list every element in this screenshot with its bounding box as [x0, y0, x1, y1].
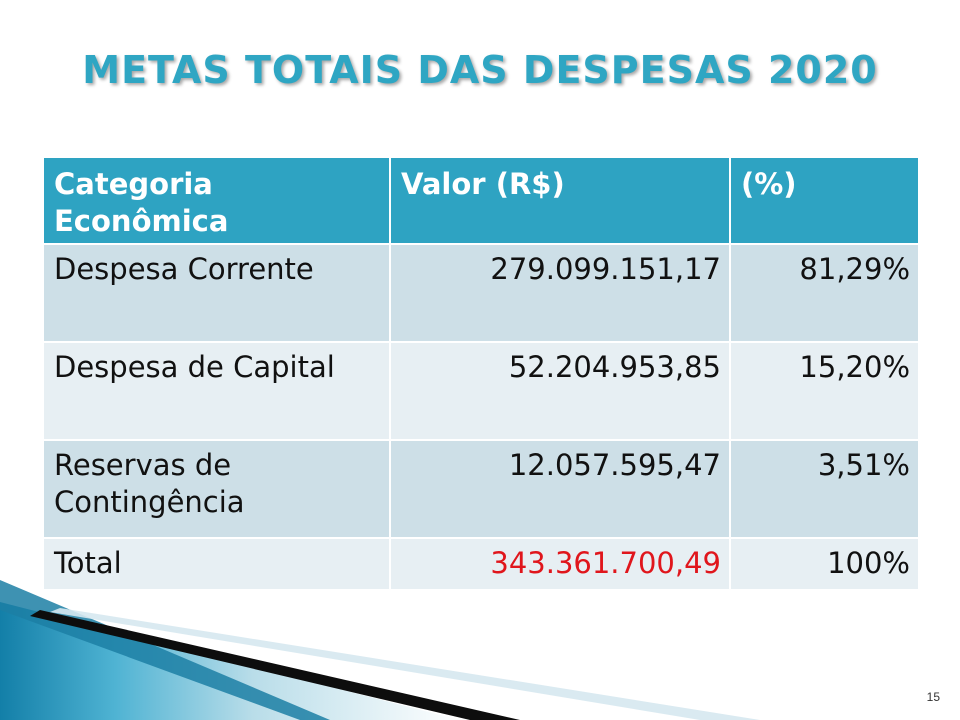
page-number: 15	[926, 690, 940, 704]
header-percent: (%)	[729, 156, 920, 245]
cell-total-percent: 100%	[729, 537, 920, 591]
cell-total-label: Total	[42, 537, 391, 591]
cell-percent: 15,20%	[729, 341, 920, 441]
cell-categoria: Despesa Corrente	[42, 243, 391, 343]
header-valor: Valor (R$)	[389, 156, 731, 245]
cell-valor: 52.204.953,85	[389, 341, 731, 441]
table-header-row: Categoria Econômica Valor (R$) (%)	[42, 156, 920, 245]
table-row: Reservas de Contingência 12.057.595,47 3…	[42, 439, 920, 539]
cell-total-valor: 343.361.700,49	[389, 537, 731, 591]
header-categoria: Categoria Econômica	[42, 156, 391, 245]
cell-percent: 81,29%	[729, 243, 920, 343]
expense-goals-table: Categoria Econômica Valor (R$) (%) Despe…	[42, 156, 920, 591]
table-total-row: Total 343.361.700,49 100%	[42, 537, 920, 591]
table-row: Despesa de Capital 52.204.953,85 15,20%	[42, 341, 920, 441]
cell-categoria: Despesa de Capital	[42, 341, 391, 441]
cell-percent: 3,51%	[729, 439, 920, 539]
decorative-swoosh	[0, 580, 760, 720]
slide-title: METAS TOTAIS DAS DESPESAS 2020	[82, 48, 878, 92]
table-row: Despesa Corrente 279.099.151,17 81,29%	[42, 243, 920, 343]
cell-categoria: Reservas de Contingência	[42, 439, 391, 539]
cell-valor: 279.099.151,17	[389, 243, 731, 343]
cell-valor: 12.057.595,47	[389, 439, 731, 539]
